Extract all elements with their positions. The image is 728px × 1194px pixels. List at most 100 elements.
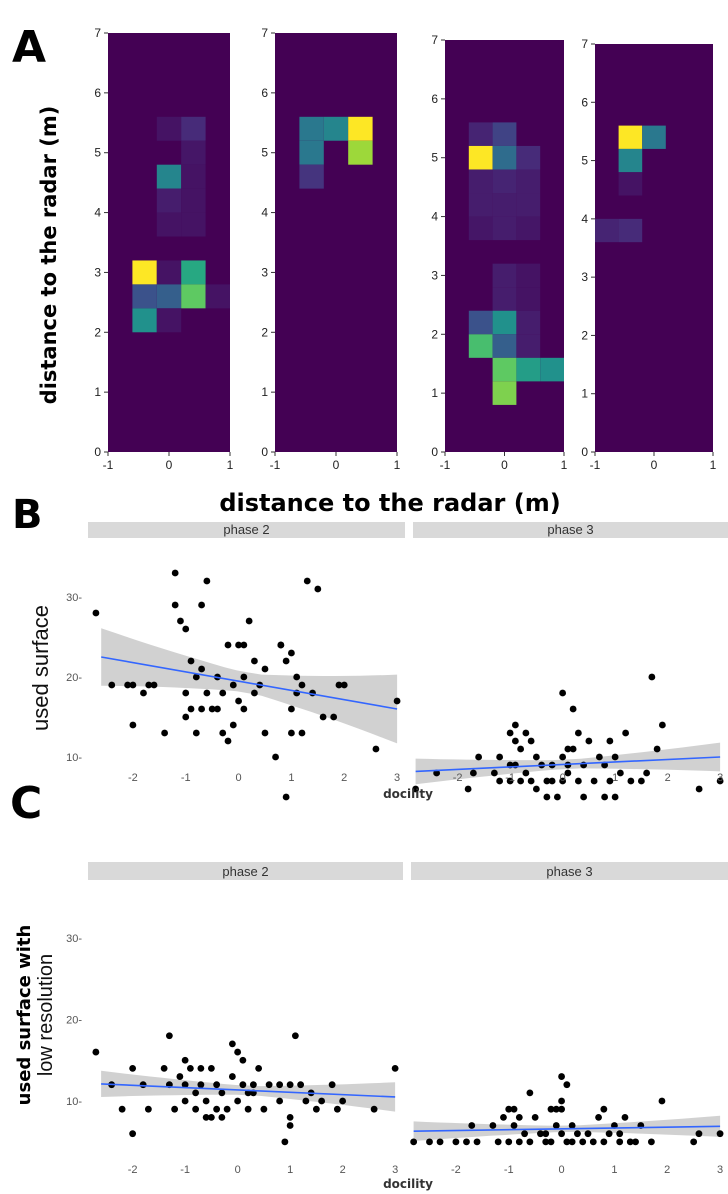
data-point bbox=[340, 681, 348, 689]
heatmap-cell bbox=[492, 193, 517, 217]
facet-phase-3: phase 3 -2 -1 0 1 2 3 bbox=[410, 862, 728, 1176]
y-tick-label: 5 bbox=[94, 146, 101, 160]
data-point bbox=[574, 1130, 581, 1138]
panel-c-y-axis-title-line2: low resolution bbox=[35, 954, 57, 1076]
data-point bbox=[531, 1113, 539, 1121]
data-point bbox=[213, 1105, 221, 1113]
data-point bbox=[511, 737, 519, 745]
data-point bbox=[464, 785, 472, 793]
data-point bbox=[298, 729, 306, 737]
data-point bbox=[569, 705, 577, 713]
data-point bbox=[548, 777, 556, 785]
trend-line bbox=[101, 656, 398, 710]
y-tick-label: 0 bbox=[431, 445, 438, 459]
x-tick-label: -2 bbox=[128, 772, 138, 784]
data-point bbox=[198, 705, 205, 713]
x-tick-label: -1 bbox=[590, 458, 601, 472]
data-point bbox=[542, 1138, 550, 1146]
facet-label: phase 3 bbox=[546, 864, 592, 879]
data-point bbox=[559, 689, 567, 697]
data-point bbox=[611, 793, 619, 801]
panel-b-y-axis-title: used surface bbox=[28, 605, 53, 731]
data-point bbox=[333, 1105, 341, 1113]
data-point bbox=[339, 1097, 347, 1105]
data-point bbox=[176, 1073, 184, 1080]
data-point bbox=[335, 681, 343, 689]
facet-strip bbox=[411, 862, 728, 880]
x-tick-label: 0 bbox=[560, 772, 566, 784]
heatmap-cell bbox=[181, 284, 206, 309]
x-tick-label: -2 bbox=[451, 1164, 461, 1176]
data-point bbox=[632, 1138, 639, 1146]
data-point bbox=[463, 1138, 470, 1146]
x-tick-label: 1 bbox=[227, 458, 234, 472]
heatmap-cell bbox=[181, 140, 206, 165]
data-point bbox=[568, 1138, 576, 1146]
data-point bbox=[552, 1105, 560, 1113]
data-point bbox=[532, 785, 540, 793]
data-point bbox=[621, 1113, 629, 1121]
heatmap-cell bbox=[468, 216, 493, 241]
data-point bbox=[559, 777, 567, 785]
x-tick-label: -1 bbox=[440, 458, 451, 472]
heatmap-cell bbox=[516, 145, 541, 170]
data-point bbox=[298, 681, 306, 689]
x-tick-label: 1 bbox=[287, 1164, 293, 1176]
data-point bbox=[129, 1130, 137, 1138]
y-tick-label: 0 bbox=[94, 445, 101, 459]
heatmap-background bbox=[108, 33, 230, 452]
data-point bbox=[412, 785, 420, 793]
data-point bbox=[522, 729, 530, 737]
data-point bbox=[260, 1105, 268, 1113]
data-point bbox=[197, 1064, 205, 1072]
data-point bbox=[240, 705, 248, 713]
heatmap-cell bbox=[618, 125, 643, 149]
panel-a-x-axis-title: distance to the radar (m) bbox=[219, 489, 560, 517]
y-tick-label: 7 bbox=[581, 37, 588, 51]
data-point bbox=[293, 673, 301, 681]
data-point bbox=[192, 1089, 200, 1097]
x-tick-label: -1 bbox=[103, 458, 114, 472]
data-point bbox=[202, 1113, 210, 1121]
data-point bbox=[144, 1105, 152, 1113]
data-point bbox=[517, 777, 525, 785]
data-point bbox=[716, 777, 724, 785]
data-point bbox=[181, 1081, 189, 1089]
data-point bbox=[490, 769, 498, 777]
heatmap-cell bbox=[299, 116, 324, 141]
data-point bbox=[177, 617, 184, 625]
data-point bbox=[286, 1081, 294, 1089]
data-point bbox=[473, 1138, 481, 1146]
data-point bbox=[372, 745, 380, 753]
x-tick-label: 2 bbox=[665, 772, 671, 784]
x-tick-label: 0 bbox=[501, 458, 508, 472]
heatmap-cell bbox=[132, 284, 157, 309]
data-point bbox=[690, 1138, 698, 1146]
y-tick-label: 7 bbox=[261, 26, 268, 40]
data-point bbox=[543, 793, 551, 801]
data-point bbox=[288, 649, 295, 657]
x-tick-label: 0 bbox=[559, 1164, 565, 1176]
heatmap-cell bbox=[181, 164, 206, 189]
y-tick-label: 5 bbox=[261, 146, 268, 160]
data-point bbox=[197, 1081, 205, 1089]
facet-label: phase 2 bbox=[222, 864, 268, 879]
data-point bbox=[590, 777, 598, 785]
y-tick-label: 6 bbox=[261, 86, 268, 100]
data-point bbox=[589, 1138, 597, 1146]
data-point bbox=[600, 1138, 608, 1146]
data-point bbox=[171, 1105, 179, 1113]
data-point bbox=[129, 721, 137, 729]
data-point bbox=[616, 769, 624, 777]
heatmap-cell bbox=[299, 164, 324, 189]
data-point bbox=[600, 1105, 608, 1113]
data-point bbox=[574, 777, 582, 785]
data-point bbox=[658, 1097, 666, 1105]
data-point bbox=[643, 769, 651, 777]
y-tick-label: 4 bbox=[431, 210, 438, 224]
data-point bbox=[627, 777, 635, 785]
heatmap-cell bbox=[156, 164, 182, 189]
data-point bbox=[452, 1138, 460, 1146]
